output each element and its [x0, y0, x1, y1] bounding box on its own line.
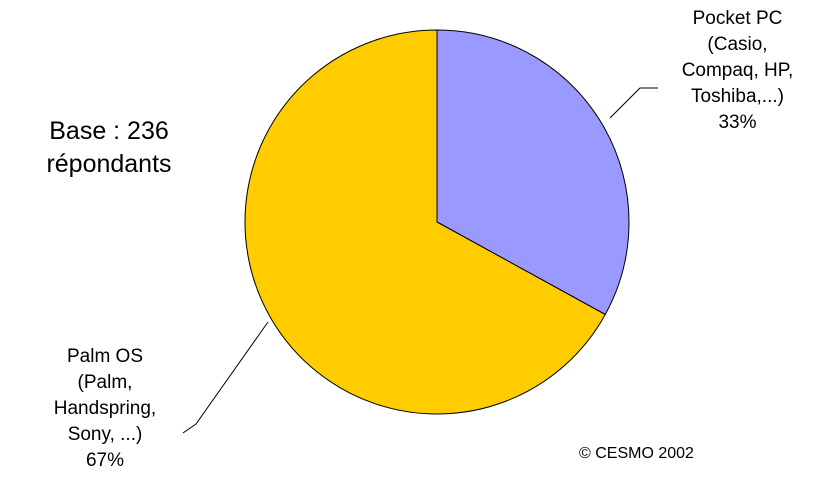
- slice-label-line: (Palm,: [77, 372, 133, 393]
- slice-label-line: Handspring,: [53, 398, 157, 419]
- slice-value-label: 67%: [85, 450, 125, 471]
- slice-label-line: Compaq, HP,: [681, 60, 794, 81]
- leader-line-palm-os: [182, 321, 269, 434]
- base-note: Base : 236 répondants: [14, 115, 204, 181]
- slice-label-line: Palm OS: [66, 346, 144, 367]
- slice-label-line: Pocket PC: [692, 8, 783, 29]
- pie-slices: [244, 29, 630, 415]
- base-respondents: répondants: [46, 150, 172, 178]
- slice-label-line: (Casio,: [707, 34, 768, 55]
- pie-slice-palm-os: [244, 29, 606, 415]
- slice-label-palm-os: Palm OS (Palm, Handspring, Sony, ...) 67…: [20, 344, 190, 474]
- slice-label-line: Sony, ...): [67, 424, 143, 445]
- base-count: Base : 236: [49, 117, 169, 145]
- slice-value-label: 33%: [718, 112, 757, 133]
- leader-line-pocket-pc: [609, 87, 658, 119]
- slice-label-pocket-pc: Pocket PC (Casio, Compaq, HP, Toshiba,..…: [650, 6, 825, 136]
- slice-label-line: Toshiba,...): [691, 86, 784, 107]
- copyright-note: © CESMO 2002: [579, 445, 694, 462]
- pie-slice-pocket-pc: [436, 29, 630, 316]
